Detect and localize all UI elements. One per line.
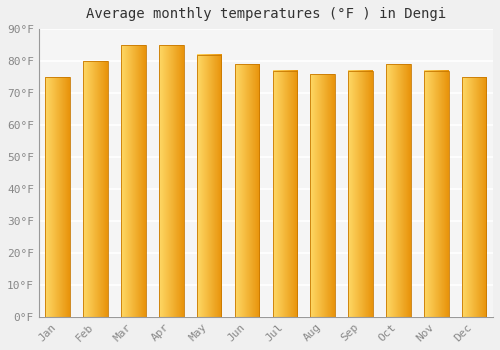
Bar [121,45,146,317]
Bar [386,64,410,317]
Bar [234,64,260,317]
Bar [197,55,222,317]
Bar [310,74,335,317]
Bar [272,71,297,317]
Bar [46,77,70,317]
Bar [159,45,184,317]
Bar [84,61,108,317]
Title: Average monthly temperatures (°F ) in Dengi: Average monthly temperatures (°F ) in De… [86,7,446,21]
Bar [348,71,373,317]
Bar [424,71,448,317]
Bar [462,77,486,317]
